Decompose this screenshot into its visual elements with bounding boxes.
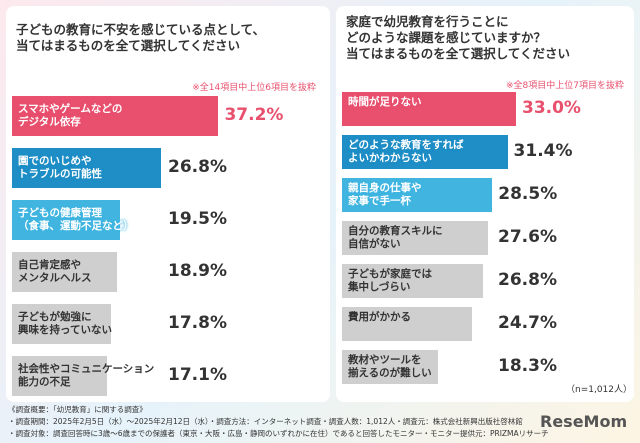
bar [342,307,473,341]
bar-label: 教材やツールを 揃えるのが難しい [348,354,432,379]
bar-label: 子どもの健康管理 （食事、運動不足など） [18,207,134,232]
bar-label: 自分の教育スキルに 自信がない [348,225,443,250]
note: ・調査対象：調査回答時に3歳〜6歳までの保護者（東京・大阪・広島・静岡のいずれか… [8,429,549,438]
value-label: 17.1% [168,365,227,385]
bar [12,148,161,188]
bar [342,221,488,255]
value-label: 18.9% [168,261,227,281]
value-label: 26.8% [498,270,557,290]
chart-subtitle: ※全8項目中上位7項目を抜粋 [506,81,624,91]
note: ・調査期間：2025年2月5日（水）〜2025年2月12日（水）・調査方法：イン… [8,417,523,426]
bar [342,264,484,298]
bar-label: 自己肯定感や メンタルヘルス [18,259,92,284]
bar-label: 子どもが勉強に 興味を持っていない [18,311,112,336]
value-label: 24.7% [498,313,557,333]
chart-subtitle: ※全14項目中上位6項目を抜粋 [192,83,316,93]
logo: ReseMom [540,412,628,431]
note: 《調査概要：「幼児教育」に関する調査》 [8,405,147,414]
value-label: 37.2% [224,105,284,125]
value-label: 26.8% [168,157,227,177]
bar-label: どのような教育をすれば よいかわからない [348,139,464,164]
bar-label: 子どもが家庭では 集中しづらい [348,268,432,293]
chart-title: 家庭で幼児教育を行うことに どのような課題を感じていますか？ 当てはまるものを全… [346,14,571,61]
value-label: 33.0% [521,98,581,118]
bar [12,200,121,240]
bar [342,350,439,384]
bar [12,304,111,344]
sample-size: （n=1,012人） [566,385,633,395]
bar-label: 園でのいじめや トラブルの可能性 [18,155,102,180]
bar-label: 時間が足りない [348,96,422,108]
value-label: 27.6% [498,227,557,247]
value-label: 28.5% [498,184,558,204]
bar-label: 親自身の仕事や 家事で手一杯 [348,182,422,207]
bar [12,252,117,292]
bar [342,135,508,169]
value-label: 17.8% [168,313,227,333]
bar-label: 社会性やコミュニケーション 能力の不足 [18,363,155,388]
chart-title: 子どもの教育に不安を感じている点として、 当てはまるものを全て選択してください [16,22,266,53]
bar [12,96,219,136]
bar [12,356,107,396]
bar [342,92,516,126]
value-label: 19.5% [168,209,227,229]
bar [342,178,493,212]
value-label: 31.4% [513,141,573,161]
bar-label: スマホやゲームなどの デジタル依存 [18,103,123,128]
value-label: 18.3% [498,356,557,376]
bar-label: 費用がかかる [348,311,411,323]
